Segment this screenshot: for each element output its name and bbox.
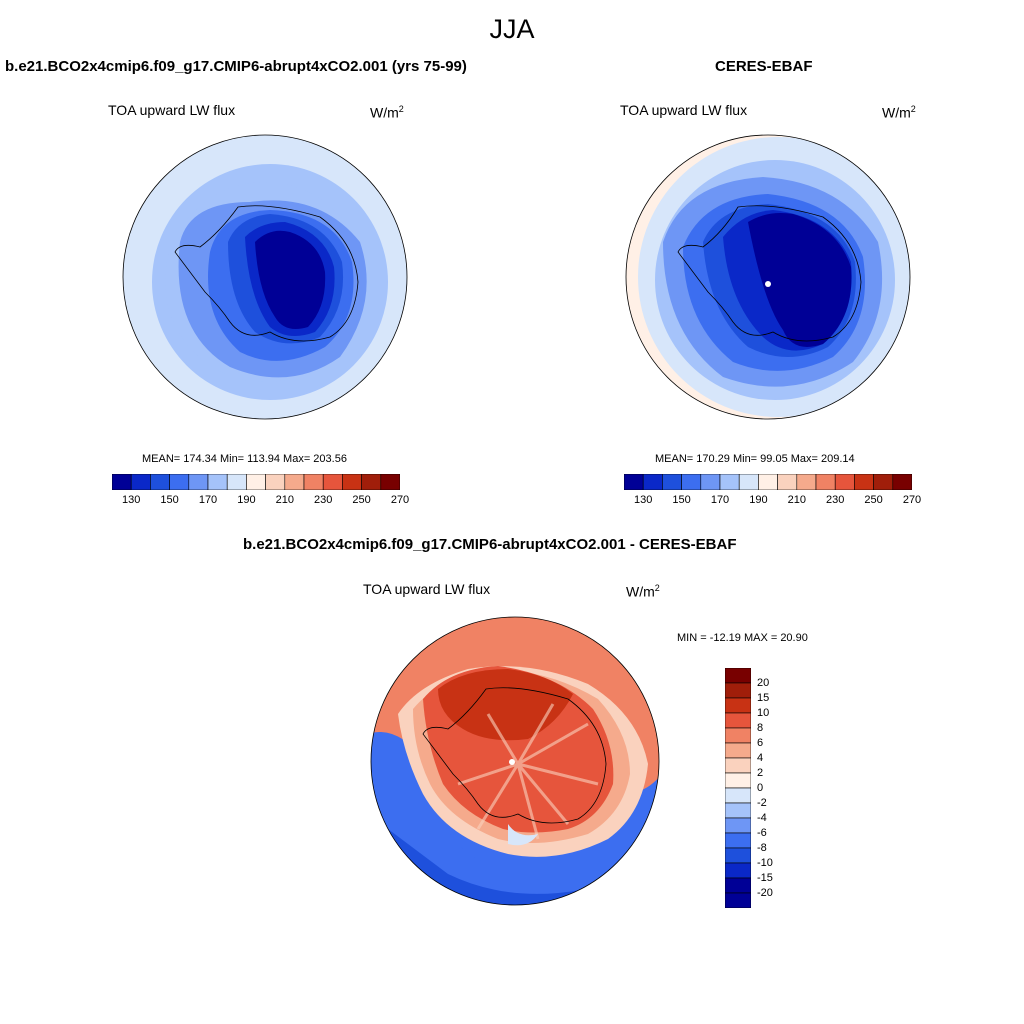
- colorbar-swatch: [854, 474, 874, 490]
- colorbar-swatch: [796, 474, 817, 490]
- colorbar-tick-label: -15: [757, 872, 773, 884]
- diff-panel-title: b.e21.BCO2x4cmip6.f09_g17.CMIP6-abrupt4x…: [243, 536, 737, 553]
- colorbar-tick-label: 2: [757, 767, 764, 779]
- colorbar-swatch: [226, 474, 247, 490]
- colorbar-swatch: [265, 474, 286, 490]
- colorbar-tick-label: 20: [757, 677, 770, 689]
- colorbar-swatch: [725, 787, 751, 804]
- colorbar-tick-label: -2: [757, 797, 767, 809]
- colorbar-tick-label: 230: [314, 494, 333, 506]
- colorbar-tick-label: 15: [757, 692, 770, 704]
- colorbar-swatch: [892, 474, 912, 490]
- diff-variable-label: TOA upward LW flux: [363, 581, 491, 597]
- model-polar-map: [122, 134, 408, 420]
- colorbar-swatch: [725, 727, 751, 744]
- colorbar-swatch: [725, 832, 751, 849]
- colorbar-swatch: [207, 474, 228, 490]
- model-colorbar: [112, 474, 400, 490]
- colorbar-tick-label: 270: [902, 494, 922, 506]
- colorbar-tick-label: 270: [390, 494, 410, 506]
- colorbar-swatch: [130, 474, 151, 490]
- colorbar-tick-label: 10: [757, 707, 770, 719]
- colorbar-swatch: [662, 474, 682, 490]
- colorbar-swatch: [624, 474, 644, 490]
- colorbar-swatch: [246, 474, 266, 490]
- colorbar-swatch: [725, 847, 751, 864]
- colorbar-tick-label: -8: [757, 842, 767, 854]
- colorbar-swatch: [361, 474, 382, 490]
- colorbar-tick-label: 4: [757, 752, 764, 764]
- colorbar-swatch: [188, 474, 209, 490]
- colorbar-swatch: [738, 474, 759, 490]
- colorbar-tick-label: 190: [237, 494, 256, 506]
- diff-stats: MIN = -12.19 MAX = 20.90: [677, 632, 808, 644]
- model-variable-label: TOA upward LW flux: [108, 102, 236, 118]
- colorbar-swatch: [342, 474, 362, 490]
- colorbar-swatch: [380, 474, 400, 490]
- colorbar-tick-label: 170: [710, 494, 730, 506]
- colorbar-swatch: [725, 772, 751, 789]
- obs-units-label: W/m2: [882, 104, 916, 121]
- colorbar-swatch: [725, 742, 751, 759]
- diff-colorbar: [725, 668, 751, 908]
- colorbar-swatch: [725, 682, 751, 699]
- diff-polar-map: [370, 616, 660, 906]
- colorbar-swatch: [725, 862, 751, 879]
- colorbar-swatch: [725, 697, 751, 714]
- colorbar-swatch: [725, 817, 751, 834]
- colorbar-tick-label: 210: [787, 494, 806, 506]
- colorbar-tick-label: 230: [826, 494, 845, 506]
- model-stats: MEAN= 174.34 Min= 113.94 Max= 203.56: [142, 453, 347, 465]
- model-units-label: W/m2: [370, 104, 404, 121]
- colorbar-tick-label: -6: [757, 827, 767, 839]
- colorbar-swatch: [700, 474, 721, 490]
- colorbar-tick-label: 8: [757, 722, 764, 734]
- colorbar-swatch: [719, 474, 740, 490]
- colorbar-tick-label: 0: [757, 782, 764, 794]
- obs-variable-label: TOA upward LW flux: [620, 102, 748, 118]
- model-panel-title: b.e21.BCO2x4cmip6.f09_g17.CMIP6-abrupt4x…: [5, 58, 467, 75]
- colorbar-tick-label: -10: [757, 857, 773, 869]
- colorbar-tick-label: 170: [198, 494, 218, 506]
- colorbar-tick-label: 210: [275, 494, 294, 506]
- obs-colorbar: [624, 474, 912, 490]
- diff-units-label: W/m2: [626, 583, 660, 600]
- colorbar-swatch: [322, 474, 343, 490]
- colorbar-swatch: [725, 892, 751, 908]
- colorbar-swatch: [777, 474, 798, 490]
- colorbar-tick-label: 250: [352, 494, 371, 506]
- colorbar-swatch: [150, 474, 170, 490]
- colorbar-swatch: [815, 474, 836, 490]
- colorbar-swatch: [725, 877, 751, 894]
- colorbar-tick-label: 250: [864, 494, 883, 506]
- season-title: JJA: [489, 14, 535, 44]
- colorbar-tick-label: 130: [634, 494, 653, 506]
- colorbar-tick-label: 130: [122, 494, 141, 506]
- colorbar-swatch: [873, 474, 894, 490]
- colorbar-swatch: [284, 474, 305, 490]
- colorbar-swatch: [681, 474, 702, 490]
- colorbar-swatch: [303, 474, 324, 490]
- obs-panel-title: CERES-EBAF: [715, 58, 813, 75]
- colorbar-swatch: [112, 474, 132, 490]
- colorbar-swatch: [169, 474, 190, 490]
- colorbar-tick-label: 6: [757, 737, 764, 749]
- obs-polar-map: [625, 134, 911, 420]
- colorbar-swatch: [642, 474, 663, 490]
- obs-stats: MEAN= 170.29 Min= 99.05 Max= 209.14: [655, 453, 855, 465]
- colorbar-swatch: [758, 474, 778, 490]
- colorbar-swatch: [725, 712, 751, 729]
- colorbar-tick-label: -20: [757, 887, 773, 899]
- colorbar-tick-label: 190: [749, 494, 768, 506]
- colorbar-tick-label: -4: [757, 812, 767, 824]
- colorbar-swatch: [725, 802, 751, 819]
- colorbar-tick-label: 150: [160, 494, 179, 506]
- colorbar-swatch: [725, 757, 751, 774]
- colorbar-swatch: [725, 668, 751, 684]
- colorbar-swatch: [834, 474, 855, 490]
- colorbar-tick-label: 150: [672, 494, 691, 506]
